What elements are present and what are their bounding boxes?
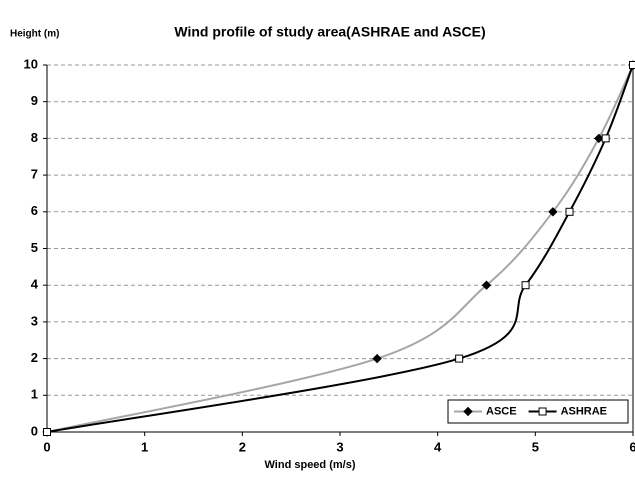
marker <box>521 281 530 290</box>
x-axis-label: Wind speed (m/s) <box>265 459 356 471</box>
legend: ASCE ASHRAE <box>447 399 629 424</box>
marker <box>629 61 635 69</box>
y-tick-label: 8 <box>31 130 38 145</box>
y-tick-label: 9 <box>31 93 38 108</box>
y-tick-label: 0 <box>31 423 38 438</box>
marker <box>455 354 464 363</box>
x-tick-label: 4 <box>434 439 442 454</box>
marker <box>481 280 492 290</box>
y-tick-label: 4 <box>31 277 39 292</box>
x-tick-label: 2 <box>239 439 246 454</box>
y-axis-label: Height (m) <box>10 29 59 40</box>
x-tick-label: 0 <box>43 439 50 454</box>
y-tick-label: 7 <box>31 167 38 182</box>
y-tick-label: 6 <box>31 203 38 218</box>
y-tick-label: 2 <box>31 350 38 365</box>
y-tick-label: 5 <box>31 240 38 255</box>
legend-label: ASHRAE <box>561 405 607 417</box>
marker <box>463 406 473 417</box>
y-tick-label: 1 <box>31 387 38 402</box>
marker <box>601 134 610 143</box>
x-tick-label: 1 <box>141 439 148 454</box>
x-tick-label: 5 <box>532 439 539 454</box>
marker <box>43 428 51 436</box>
marker <box>538 407 547 416</box>
x-tick-label: 3 <box>336 439 343 454</box>
marker <box>565 207 574 216</box>
marker <box>548 207 558 217</box>
legend-label: ASCE <box>486 405 517 417</box>
y-tick-label: 10 <box>24 56 38 71</box>
x-tick-label: 6 <box>629 439 635 454</box>
marker <box>594 133 604 144</box>
chart-title: Wind profile of study area(ASHRAE and AS… <box>174 24 485 40</box>
marker <box>372 353 382 364</box>
y-tick-label: 3 <box>31 313 38 328</box>
